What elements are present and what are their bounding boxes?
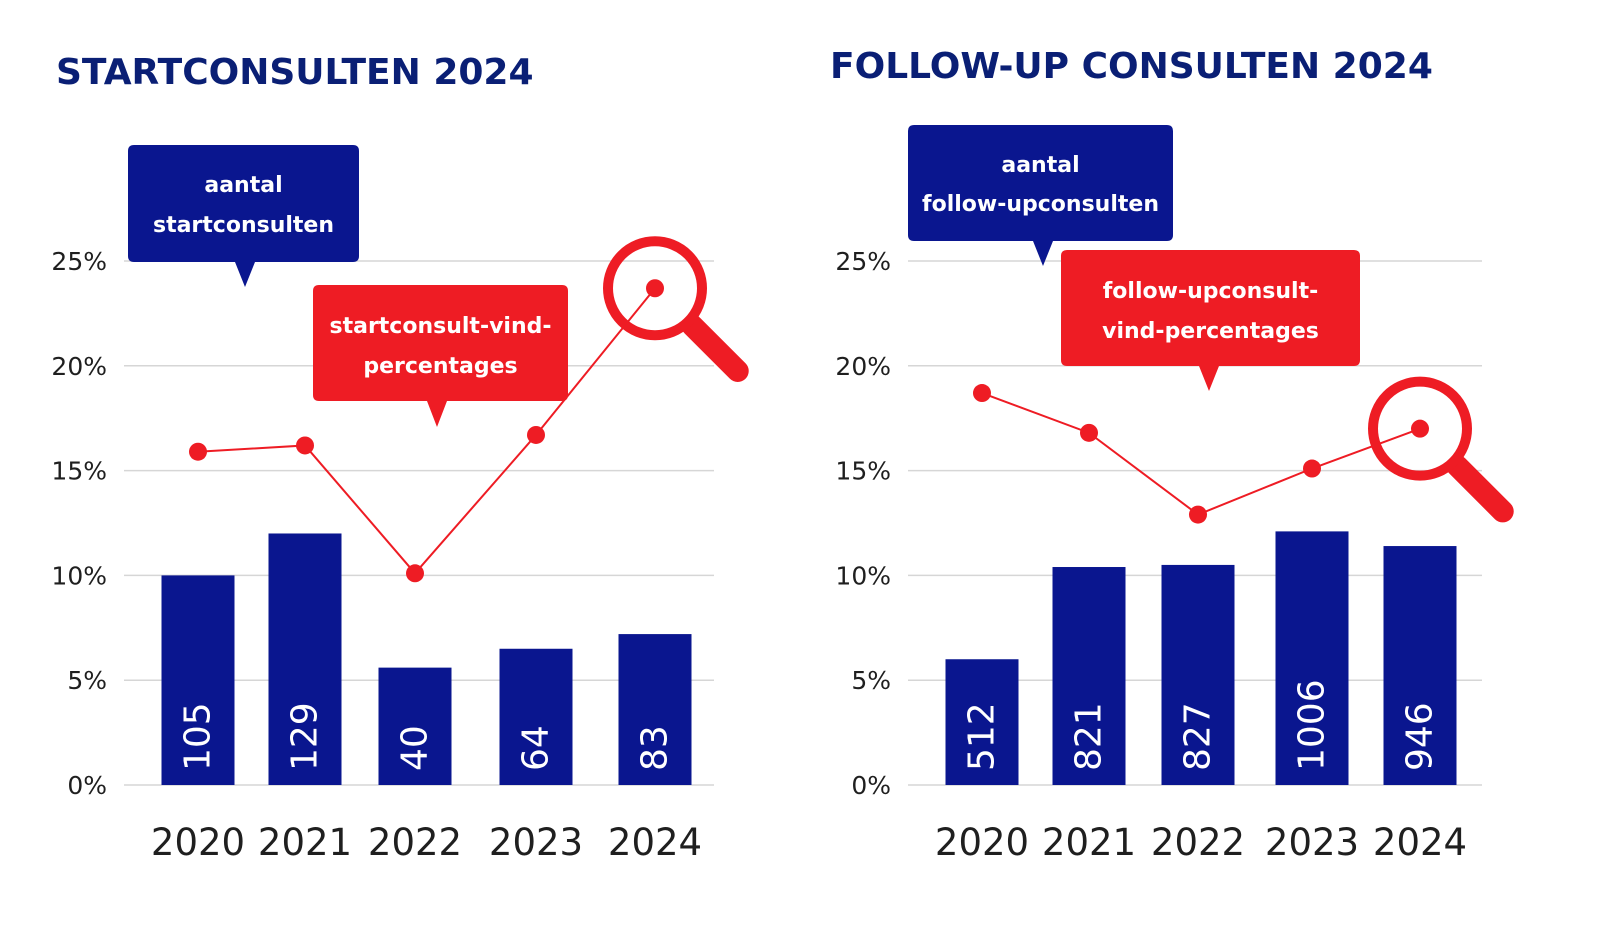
line-series-callout-line-1: follow-upconsult- bbox=[1103, 279, 1319, 304]
x-category-label: 2024 bbox=[608, 821, 702, 864]
bar-value-label: 83 bbox=[635, 725, 676, 771]
y-tick-label: 5% bbox=[851, 666, 891, 695]
x-category-label: 2020 bbox=[151, 821, 245, 864]
y-tick-label: 15% bbox=[51, 457, 107, 486]
data-point bbox=[1303, 459, 1321, 478]
bar-value-label: 827 bbox=[1178, 702, 1219, 771]
data-point bbox=[189, 442, 207, 461]
bar-series-callout-line-1: aantal bbox=[1001, 153, 1079, 178]
y-tick-label: 0% bbox=[67, 771, 107, 800]
y-tick-label: 10% bbox=[51, 561, 107, 590]
y-tick-label: 25% bbox=[835, 247, 891, 276]
data-point bbox=[296, 436, 314, 455]
x-category-label: 2024 bbox=[1373, 821, 1467, 864]
bar bbox=[945, 659, 1019, 785]
bar bbox=[161, 575, 235, 785]
bar-value-label: 105 bbox=[178, 702, 219, 771]
bar-series-callout-line-2: follow-upconsulten bbox=[922, 192, 1159, 217]
line-series-callout bbox=[1061, 250, 1360, 391]
bar-value-label: 946 bbox=[1400, 702, 1441, 771]
bar bbox=[268, 533, 342, 785]
bar bbox=[499, 648, 573, 785]
bar-value-label: 129 bbox=[285, 702, 326, 771]
x-category-label: 2022 bbox=[1151, 821, 1245, 864]
line-series-callout-line-1: startconsult-vind- bbox=[329, 314, 551, 339]
bar-series-callout-line-2: startconsulten bbox=[153, 213, 334, 238]
line-series-callout-line-2: percentages bbox=[363, 354, 517, 379]
chart-title: STARTCONSULTEN 2024 bbox=[56, 52, 534, 93]
bar-series-callout-line-1: aantal bbox=[204, 173, 282, 198]
y-tick-label: 25% bbox=[51, 247, 107, 276]
x-category-label: 2023 bbox=[489, 821, 583, 864]
line-series-callout-line-2: vind-percentages bbox=[1102, 319, 1319, 344]
bar-value-label: 821 bbox=[1069, 702, 1110, 771]
y-tick-label: 10% bbox=[835, 561, 891, 590]
magnifier-handle-icon bbox=[1446, 455, 1514, 523]
x-category-label: 2022 bbox=[368, 821, 462, 864]
y-tick-label: 20% bbox=[51, 352, 107, 381]
bar-value-label: 40 bbox=[395, 725, 436, 771]
magnifier-icon bbox=[1368, 376, 1472, 481]
y-tick-label: 0% bbox=[851, 771, 891, 800]
x-category-label: 2023 bbox=[1265, 821, 1359, 864]
magnifier-handle-icon bbox=[681, 314, 749, 382]
data-point bbox=[406, 564, 424, 583]
bar-value-label: 512 bbox=[962, 702, 1003, 771]
bar bbox=[1275, 531, 1349, 785]
bar-value-label: 1006 bbox=[1292, 679, 1333, 771]
bar bbox=[1052, 567, 1126, 785]
x-category-label: 2021 bbox=[258, 821, 352, 864]
y-tick-label: 20% bbox=[835, 352, 891, 381]
chart-title: FOLLOW-UP CONSULTEN 2024 bbox=[830, 46, 1433, 87]
y-tick-label: 5% bbox=[67, 666, 107, 695]
data-point bbox=[1080, 423, 1098, 442]
data-point bbox=[527, 425, 545, 444]
bar-series-callout bbox=[128, 145, 359, 287]
bar bbox=[1383, 546, 1457, 785]
bar-value-label: 64 bbox=[516, 725, 557, 771]
y-tick-label: 15% bbox=[835, 457, 891, 486]
line-series-callout bbox=[313, 285, 568, 427]
magnifier-icon bbox=[603, 236, 707, 341]
bar bbox=[618, 634, 692, 785]
bar-series-callout bbox=[908, 125, 1173, 266]
data-point bbox=[973, 384, 991, 403]
trend-line bbox=[981, 392, 1421, 516]
data-point bbox=[1189, 505, 1207, 524]
data-point bbox=[1411, 419, 1429, 438]
x-category-label: 2020 bbox=[935, 821, 1029, 864]
bar bbox=[1161, 564, 1235, 785]
x-category-label: 2021 bbox=[1042, 821, 1136, 864]
bar bbox=[378, 667, 452, 785]
data-point bbox=[646, 279, 664, 298]
